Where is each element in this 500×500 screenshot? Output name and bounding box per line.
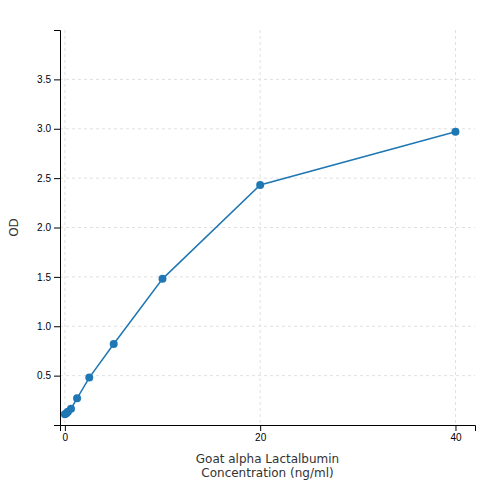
- y-axis-tick: 1.0: [37, 321, 60, 332]
- tick-label: 40: [450, 432, 462, 443]
- grid-line: [64, 30, 65, 425]
- marker: [67, 405, 75, 413]
- marker: [256, 181, 264, 189]
- tick-mark: [54, 228, 60, 229]
- grid-line: [455, 30, 456, 425]
- x-axis-tick: 40: [450, 425, 462, 443]
- tick-label: 3.0: [37, 123, 51, 134]
- grid-line: [60, 178, 475, 179]
- grid-line: [260, 30, 261, 425]
- x-axis-tick: 0: [63, 425, 69, 443]
- tick-label: 0: [63, 432, 69, 443]
- tick-label: 1.5: [37, 272, 51, 283]
- y-axis-label: OD: [7, 218, 21, 237]
- grid-line: [60, 128, 475, 129]
- marker: [85, 374, 93, 382]
- tick-label: 3.5: [37, 74, 51, 85]
- grid-line: [60, 276, 475, 277]
- tick-label: 2.5: [37, 173, 51, 184]
- y-axis-tick: 1.5: [37, 272, 60, 283]
- tick-mark: [455, 425, 456, 431]
- grid-line: [60, 375, 475, 376]
- grid-line: [60, 326, 475, 327]
- y-axis-tick: 2.0: [37, 222, 60, 233]
- marker: [159, 275, 167, 283]
- tick-label: 20: [255, 432, 267, 443]
- marker: [110, 340, 118, 348]
- x-axis: 0 20 40: [61, 425, 476, 443]
- y-axis-line: [54, 31, 61, 426]
- y-axis: 0.5 1.0 1.5 2.0 2.5 3.0 3.5: [37, 31, 60, 426]
- tick-label: 1.0: [37, 321, 51, 332]
- tick-mark: [65, 425, 66, 431]
- y-axis-tick: 3.5: [37, 74, 60, 85]
- marker: [73, 394, 81, 402]
- line: [65, 132, 456, 415]
- grid-line: [60, 79, 475, 80]
- tick-mark: [54, 326, 60, 327]
- tick-mark: [54, 277, 60, 278]
- chart: 0 20 40 0.5 1.0 1.5 2.0 2.5 3.0 3.5 Goat alpha Lac…: [0, 0, 500, 500]
- x-axis-line: [61, 426, 476, 432]
- grid: [60, 30, 475, 425]
- y-axis-tick: 0.5: [37, 370, 60, 381]
- tick-mark: [54, 79, 60, 80]
- grid-line: [60, 227, 475, 228]
- y-axis-tick: 3.0: [37, 123, 60, 134]
- tick-mark: [54, 376, 60, 377]
- marker: [451, 128, 459, 136]
- plot: 0 20 40 0.5 1.0 1.5 2.0 2.5 3.0 3.5 Goat alpha Lac…: [7, 30, 476, 480]
- tick-mark: [54, 178, 60, 179]
- y-axis-tick: 2.5: [37, 173, 60, 184]
- x-axis-label: Goat alpha LactalbuminConcentration (ng/…: [196, 452, 339, 480]
- tick-label: 2.0: [37, 222, 51, 233]
- tick-mark: [54, 129, 60, 130]
- marks: [61, 128, 460, 419]
- tick-label: 0.5: [37, 370, 51, 381]
- x-axis-tick: 20: [255, 425, 267, 443]
- tick-mark: [260, 425, 261, 431]
